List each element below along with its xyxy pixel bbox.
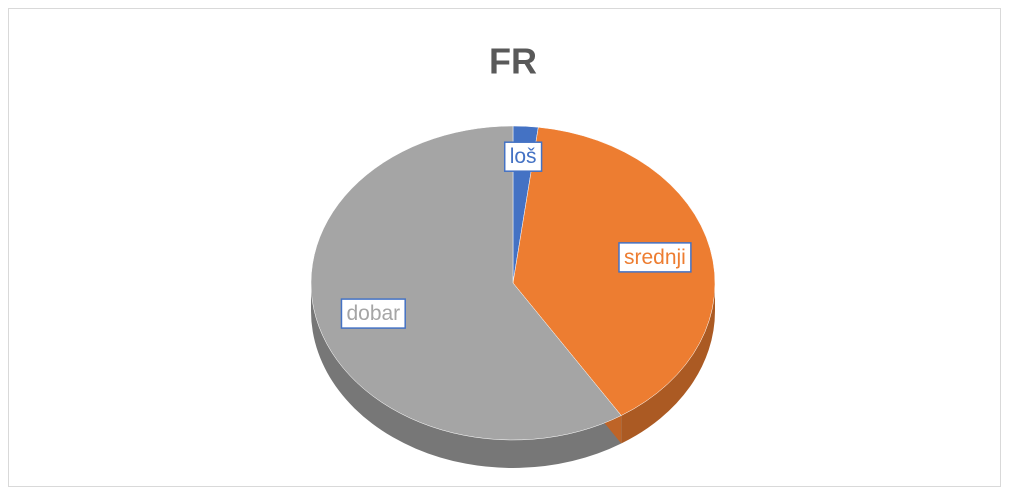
slice [310, 125, 622, 441]
data-label-box [340, 298, 406, 329]
data-label-box [503, 141, 543, 172]
data-label-box [618, 242, 692, 273]
slice-side [621, 283, 715, 444]
data-label: dobar [346, 302, 400, 325]
data-label-group: srednji [618, 242, 692, 273]
data-label: srednji [624, 246, 686, 269]
data-label: loš [510, 145, 537, 168]
slice [512, 126, 716, 416]
data-label-group: loš [503, 141, 543, 172]
slice-side [311, 283, 622, 469]
chart-title: FR [489, 41, 537, 82]
data-label-group: dobar [340, 298, 406, 329]
